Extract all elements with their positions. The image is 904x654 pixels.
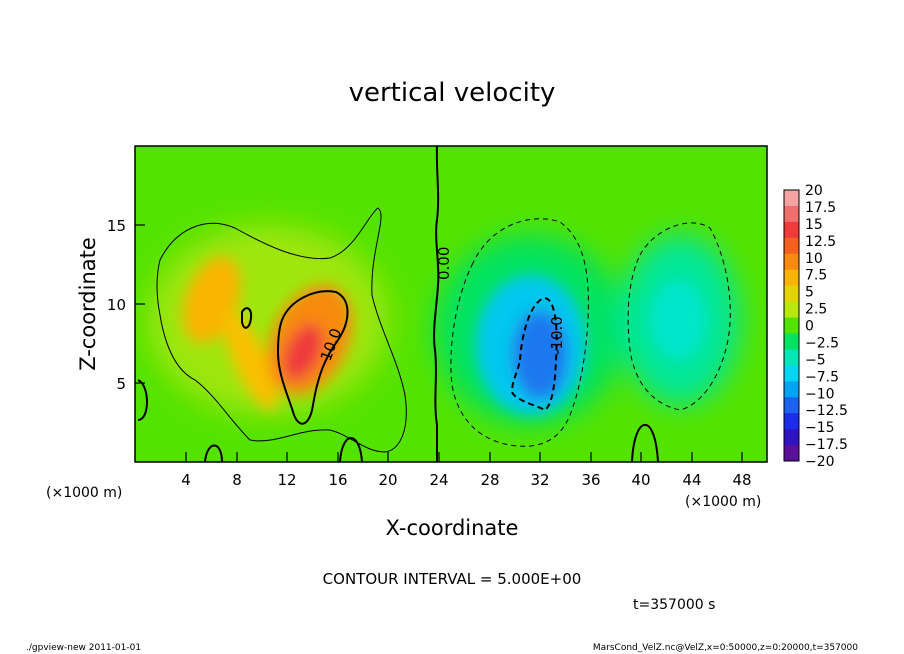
- x-unit-label: (×1000 m): [685, 494, 761, 510]
- colorbar: 2017.51512.5107.552.50−2.5−5−7.5−10−12.5…: [783, 183, 848, 470]
- colorbar-level-label: 15: [805, 217, 823, 233]
- x-tick-label: 28: [480, 471, 499, 489]
- x-tick-labels: 4 8 12 16 20 24 28 32 36 40 44 48: [181, 471, 751, 489]
- colorbar-swatch: [784, 221, 799, 239]
- y-unit-label: (×1000 m): [46, 485, 122, 501]
- x-tick-label: 44: [682, 471, 701, 489]
- x-ticks: [185, 452, 743, 462]
- colorbar-level-label: −7.5: [805, 369, 839, 385]
- colorbar-level-label: 5: [805, 285, 814, 301]
- colorbar-swatch: [784, 349, 799, 366]
- colorbar-level-label: −15: [805, 420, 835, 436]
- colorbar-level-label: 12.5: [805, 234, 836, 250]
- colorbar-level-label: −5: [805, 352, 826, 368]
- colorbar-swatch: [784, 190, 799, 207]
- x-tick-label: 16: [328, 471, 347, 489]
- colorbar-swatch: [784, 413, 799, 430]
- x-tick-label: 24: [429, 471, 448, 489]
- colorbar-swatch: [784, 285, 799, 303]
- contour-10-small: [241, 307, 253, 329]
- x-tick-label: 36: [581, 471, 600, 489]
- footer-right: MarsCond_VelZ.nc@VelZ,x=0:50000,z=0:2000…: [593, 643, 858, 653]
- colorbar-swatch: [784, 429, 799, 446]
- colorbar-swatch: [784, 317, 799, 334]
- colorbar-swatch: [784, 301, 799, 319]
- contour-10: [276, 290, 349, 425]
- colorbar-swatch: [784, 237, 799, 255]
- x-tick-label: 8: [232, 471, 242, 489]
- colorbar-level-label: 20: [805, 183, 823, 199]
- x-tick-label: 4: [181, 471, 191, 489]
- x-tick-label: 32: [530, 471, 549, 489]
- colorbar-level-label: 10: [805, 251, 823, 267]
- y-tick-label: 10: [107, 296, 126, 314]
- colorbar-swatch: [784, 269, 799, 287]
- colorbar-level-label: 7.5: [805, 268, 827, 284]
- x-tick-label: 20: [378, 471, 397, 489]
- contour-interval-text: CONTOUR INTERVAL = 5.000E+00: [323, 570, 582, 588]
- colorbar-swatch: [784, 253, 799, 271]
- x-tick-label: 12: [277, 471, 296, 489]
- colorbar-level-label: −17.5: [805, 437, 848, 453]
- colorbar-swatch: [784, 397, 799, 414]
- x-tick-label: 40: [631, 471, 650, 489]
- x-tick-label: 48: [732, 471, 751, 489]
- colorbar-swatch: [784, 365, 799, 382]
- y-axis-label: Z-coordinate: [76, 237, 100, 371]
- contour-lines: [137, 146, 731, 462]
- colorbar-level-label: −10: [805, 386, 835, 402]
- contour-label-0: 0.00: [435, 247, 453, 280]
- y-tick-labels: 5 10 15: [107, 217, 126, 393]
- colorbar-level-label: −12.5: [805, 403, 848, 419]
- negative-contour: [450, 218, 589, 447]
- contour-label-neg10: -10.0: [548, 316, 566, 355]
- y-tick-label: 5: [116, 375, 126, 393]
- zero-contour: [433, 146, 440, 462]
- time-label: t=357000 s: [633, 597, 715, 613]
- colorbar-level-label: 2.5: [805, 302, 827, 318]
- colorbar-frame: [783, 189, 800, 462]
- colorbar-swatch: [784, 205, 799, 223]
- colorbar-level-label: −2.5: [805, 335, 839, 351]
- colorbar-level-label: −20: [805, 454, 835, 470]
- footer-left: ./gpview-new 2011-01-01: [26, 643, 141, 653]
- x-axis-label: X-coordinate: [386, 516, 519, 540]
- colorbar-level-label: 0: [805, 319, 814, 335]
- chart-title: vertical velocity: [349, 78, 556, 108]
- colorbar-swatch: [784, 333, 799, 350]
- colorbar-swatch: [784, 381, 799, 398]
- colorbar-level-label: 17.5: [805, 200, 836, 216]
- negative-contour-right: [627, 222, 731, 411]
- heatmap-field: [135, 146, 767, 462]
- contour-minus-10: [510, 296, 558, 412]
- positive-contour: [156, 207, 407, 453]
- y-tick-label: 15: [107, 217, 126, 235]
- colorbar-swatch: [784, 445, 799, 462]
- y-ticks: [135, 224, 145, 384]
